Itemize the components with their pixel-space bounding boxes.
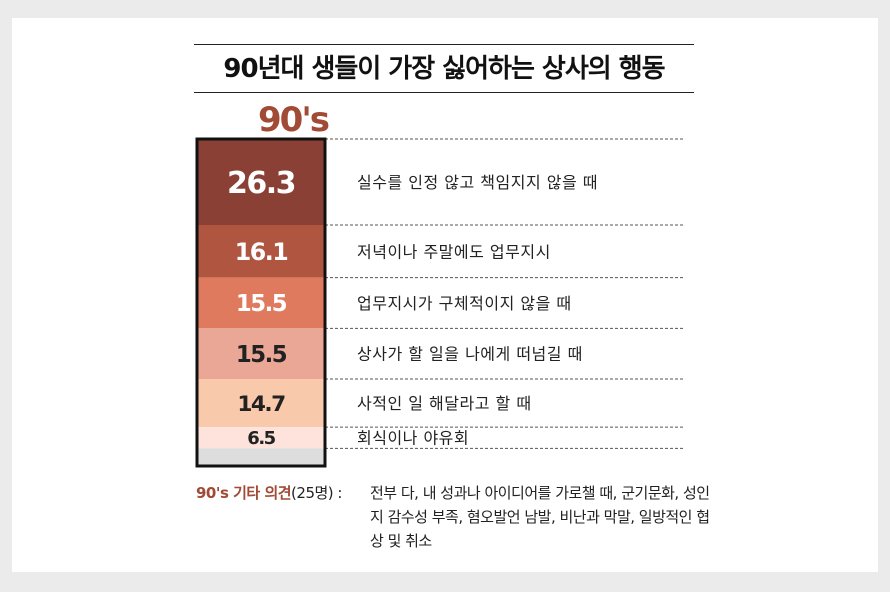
segment-value-label: 15.5: [236, 342, 287, 368]
bar-segment: [197, 328, 325, 380]
bar-segment: [197, 427, 325, 449]
title-top-rule: [194, 44, 694, 45]
segment-value-label: 15.5: [236, 291, 287, 317]
bar-segment: [197, 277, 325, 329]
segment-value-label: 6.5: [247, 428, 275, 449]
chart-title: 90년대 생들이 가장 싫어하는 상사의 행동: [223, 54, 665, 84]
segment-value-label: 16.1: [235, 238, 287, 266]
bar-outline: [195, 137, 327, 468]
category-label: 업무지시가 구체적이지 않을 때: [357, 294, 572, 313]
other-opinions-note: 90's 기타 의견(25명) : 전부 다, 내 성과나 아이디어를 가로챌 …: [196, 481, 716, 550]
category-label: 사적인 일 해달라고 할 때: [357, 394, 532, 413]
category-label: 회식이나 야유회: [357, 429, 469, 448]
bar-segment: [197, 225, 325, 278]
segment-value-label: 26.3: [227, 166, 295, 201]
category-label: 상사가 할 일을 나에게 떠넘길 때: [357, 345, 583, 364]
title-bottom-rule: [194, 92, 694, 93]
bar-segment: [197, 379, 325, 428]
infographic-card: [12, 18, 878, 572]
note-label: 90's 기타 의견: [196, 484, 292, 502]
bar-remainder-segment: [197, 448, 325, 466]
group-label: 90's: [258, 100, 330, 140]
note-count: (25명) :: [291, 484, 342, 502]
bar-segment: [197, 139, 325, 226]
segment-value-label: 14.7: [237, 392, 285, 417]
category-label: 저녁이나 주말에도 업무지시: [357, 242, 551, 261]
category-label: 실수를 인정 않고 책임지지 않을 때: [357, 173, 598, 192]
note-text: 전부 다, 내 성과나 아이디어를 가로챌 때, 군기문화, 성인지 감수성 부…: [370, 484, 710, 550]
